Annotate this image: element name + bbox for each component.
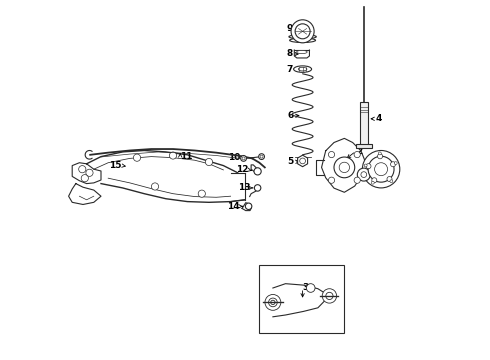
Text: 8: 8 [286,49,293,58]
Circle shape [170,152,176,159]
Text: 3: 3 [303,284,309,292]
Text: 14: 14 [227,202,240,211]
Text: 9: 9 [287,24,293,33]
Circle shape [361,172,367,177]
Circle shape [291,20,314,43]
Ellipse shape [290,38,316,42]
Circle shape [390,180,393,183]
Bar [360,102,368,145]
Circle shape [198,190,205,197]
Text: 1: 1 [392,165,399,174]
Circle shape [295,24,310,39]
Circle shape [339,162,349,172]
Circle shape [322,289,337,303]
Circle shape [79,166,86,173]
Circle shape [377,154,383,159]
Circle shape [241,156,246,161]
Circle shape [326,292,333,300]
Bar [259,265,344,333]
Circle shape [254,185,261,191]
Circle shape [364,164,367,167]
Polygon shape [273,284,329,317]
Circle shape [394,162,397,165]
Text: 15: 15 [109,161,122,170]
Circle shape [378,152,381,155]
Text: 10: 10 [228,153,241,162]
Circle shape [354,177,360,183]
Circle shape [363,150,400,188]
Circle shape [334,157,355,178]
Text: 5: 5 [288,157,294,166]
Circle shape [387,176,392,181]
Circle shape [328,177,335,183]
Circle shape [366,164,371,169]
Circle shape [354,152,360,158]
Circle shape [151,183,159,190]
Circle shape [205,158,213,166]
Circle shape [271,300,275,305]
Circle shape [81,175,88,182]
Ellipse shape [294,66,312,72]
Circle shape [357,168,370,181]
Circle shape [254,168,261,175]
Polygon shape [72,163,101,184]
Text: 4: 4 [375,114,382,123]
Text: 12: 12 [236,165,248,174]
Circle shape [242,157,245,160]
Circle shape [133,154,141,161]
Text: 2: 2 [356,147,362,156]
Circle shape [260,155,263,158]
Circle shape [391,162,395,167]
Circle shape [374,163,388,176]
Text: 6: 6 [288,111,294,120]
Ellipse shape [296,50,307,54]
Text: 11: 11 [180,152,193,161]
Ellipse shape [298,67,307,71]
Circle shape [372,178,377,183]
Ellipse shape [289,35,316,39]
Circle shape [371,181,374,184]
Polygon shape [69,184,101,204]
Circle shape [306,284,315,292]
Circle shape [259,154,265,159]
Circle shape [269,298,277,307]
Text: 13: 13 [238,184,250,192]
Circle shape [328,152,335,158]
Polygon shape [321,138,365,192]
Bar [356,144,372,148]
Circle shape [265,294,281,310]
Circle shape [86,169,93,176]
Circle shape [300,158,305,164]
Text: 7: 7 [287,65,293,74]
Circle shape [245,203,252,210]
Circle shape [368,156,394,182]
